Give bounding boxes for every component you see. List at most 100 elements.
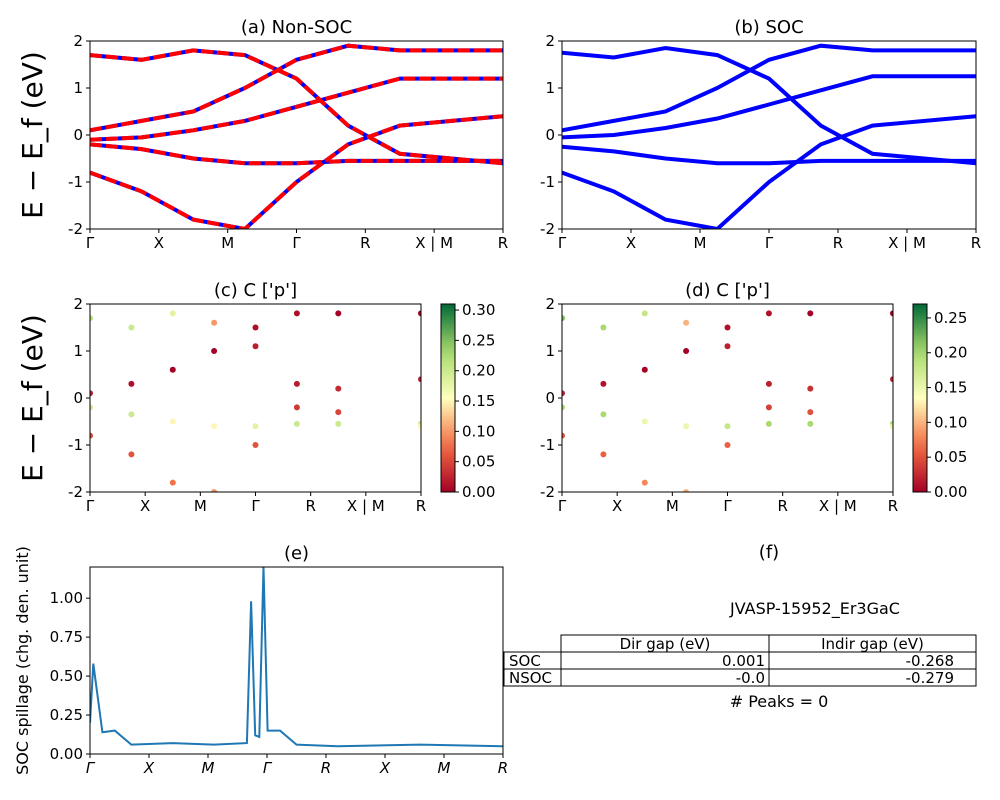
y-tick-label: 1 (545, 342, 555, 360)
band-line-dash-2 (90, 76, 503, 142)
y-tick-label: -2 (68, 483, 83, 501)
band-point (683, 489, 690, 492)
x-tick-label: M (694, 234, 707, 252)
x-tick-label: R (321, 759, 331, 777)
band-point (418, 310, 421, 317)
band-line-3 (562, 45, 976, 166)
band-point (724, 343, 731, 350)
band-point (683, 319, 690, 326)
y-tick-label: 0 (73, 389, 83, 407)
colorbar-tick-label: 0.25 (462, 331, 495, 349)
y-tick-label: 0 (73, 126, 83, 144)
colorbar-tick-label: 0.05 (934, 448, 967, 466)
band-point (890, 423, 893, 430)
x-tick-label: Γ (86, 234, 95, 252)
panel-title: (c) C ['p'] (214, 280, 297, 301)
axes-frame (561, 303, 894, 493)
y-tick-label: 0 (545, 126, 555, 144)
y-tick-label: 0.00 (50, 745, 83, 763)
band-point (562, 432, 565, 439)
x-tick-label: R (305, 497, 315, 515)
band-line-1 (562, 144, 976, 166)
table-cell: 0.001 (722, 652, 765, 670)
band-point (683, 423, 690, 430)
x-tick-label: M (666, 497, 679, 515)
band-point (169, 418, 176, 425)
x-tick-label: R (498, 759, 508, 777)
panel-f: (f) JVASP-15952_Er3GaC Dir gap (eV) Indir g… (503, 542, 977, 711)
colorbar-tick-label: 0.05 (462, 453, 495, 471)
axes-frame (89, 303, 422, 493)
x-tick-label: M (438, 759, 451, 777)
y-tick-label: 2 (73, 32, 83, 50)
band-line-dash-4 (90, 114, 503, 229)
table-footer: # Peaks = 0 (730, 692, 829, 711)
x-tick-label: R (777, 497, 787, 515)
table-cell: -0.268 (906, 652, 954, 670)
band-point (600, 380, 607, 387)
band-line-dash-3 (90, 48, 503, 166)
panel-b: -2 -1 0 1 2 Γ X M Γ R X | M R (b) SOC (540, 17, 981, 252)
x-tick-label: Γ (558, 234, 567, 252)
panel-e: 0.00 0.25 0.50 0.75 1.00 Γ X M Γ R X M R (e) SOC spill… (13, 543, 508, 777)
y-axis-label: E − E_f (eV) (16, 51, 49, 219)
band-point (90, 390, 93, 397)
y-tick-label: 2 (545, 32, 555, 50)
band-point (724, 423, 731, 430)
colorbar-tick-label: 0.30 (462, 301, 495, 319)
band-point (765, 380, 772, 387)
x-tick-label: X | M (888, 234, 926, 252)
band-point (128, 411, 135, 418)
y-axis-label: SOC spillage (chg. den. unit) (13, 546, 32, 775)
band-point (641, 479, 648, 486)
table-row-label: SOC (509, 652, 541, 670)
band-point (252, 442, 259, 448)
y-tick-label: -2 (68, 220, 83, 238)
band-point (293, 420, 300, 427)
x-tick-label: X (626, 234, 636, 252)
colorbar-tick-label: 0.20 (934, 344, 967, 362)
band-point (252, 343, 259, 350)
x-tick-label: M (202, 759, 215, 777)
x-tick-label: Γ (765, 234, 774, 252)
band-point (562, 315, 565, 322)
band-point (90, 432, 93, 439)
x-tick-label: Γ (558, 497, 567, 515)
band-point (90, 404, 93, 411)
band-point (641, 418, 648, 425)
plot-area (90, 310, 421, 492)
band-point (600, 411, 607, 418)
panel-title: (e) (284, 543, 309, 564)
band-point (169, 479, 176, 486)
colorbar (440, 303, 456, 493)
x-tick-label: Γ (86, 759, 96, 777)
band-point (807, 385, 814, 392)
x-tick-label: R (498, 234, 508, 252)
y-tick-label: 1 (73, 342, 83, 360)
panel-title: (b) SOC (734, 17, 803, 38)
x-tick-label: X (140, 497, 150, 515)
band-point (562, 404, 565, 411)
x-tick-label: X (612, 497, 622, 515)
table-cell: -0.0 (736, 669, 765, 687)
band-line-4 (562, 114, 976, 229)
x-tick-label: X | M (819, 497, 857, 515)
panel-title: (f) (759, 542, 779, 563)
x-tick-label: X (379, 759, 391, 777)
band-point (600, 324, 607, 331)
y-tick-label: 0.50 (50, 667, 83, 685)
y-tick-label: -1 (540, 436, 555, 454)
y-tick-label: 1 (73, 79, 83, 97)
colorbar-tick-label: 0.15 (462, 392, 495, 410)
band-line-5 (562, 43, 976, 133)
colorbar-tick-label: 0.20 (462, 362, 495, 380)
band-point (90, 315, 93, 322)
x-tick-label: R (360, 234, 370, 252)
y-tick-label: 1.00 (50, 589, 83, 607)
band-line-2 (562, 74, 976, 140)
x-tick-label: R (888, 497, 898, 515)
x-tick-label: M (221, 234, 234, 252)
band-point (252, 324, 259, 331)
x-tick-label: Γ (251, 497, 260, 515)
